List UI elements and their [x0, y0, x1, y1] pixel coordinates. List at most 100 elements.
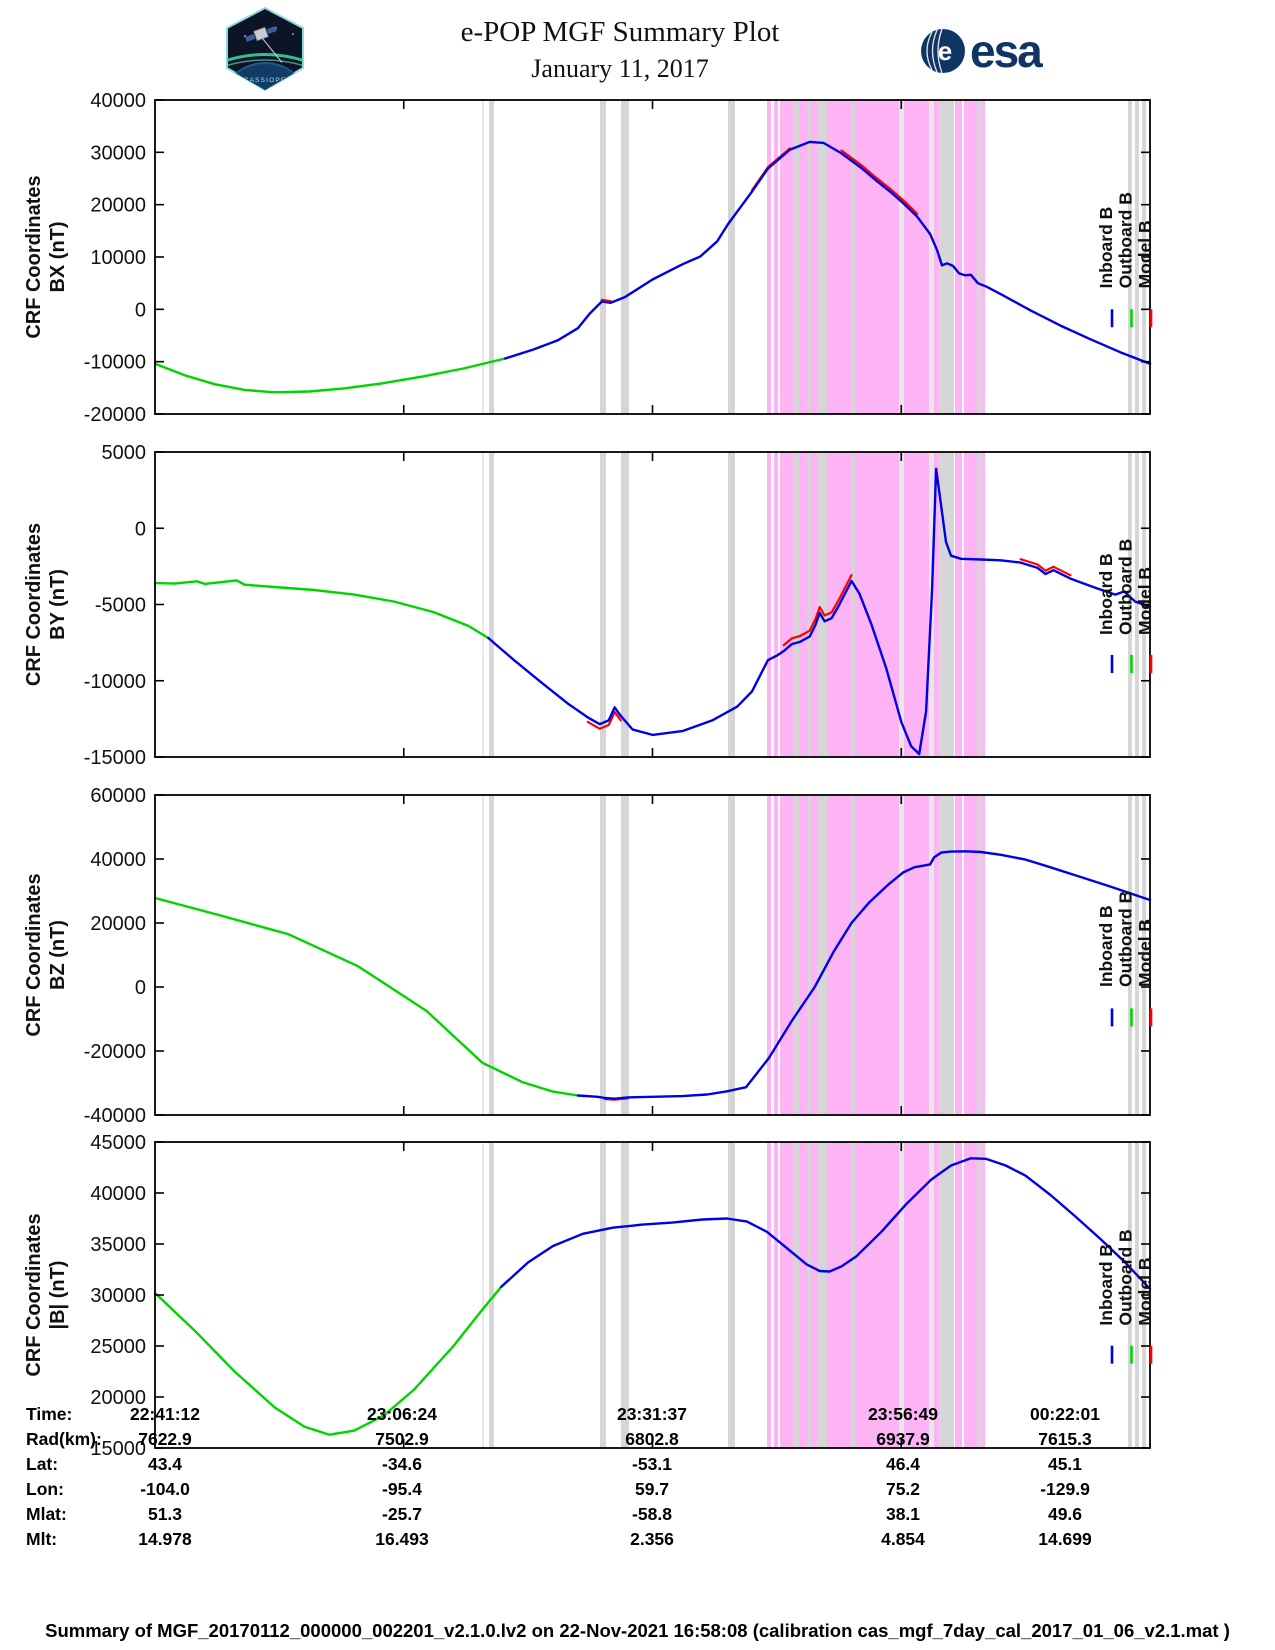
- row-label: Mlt:: [26, 1529, 58, 1549]
- data-gap-band: [620, 452, 630, 757]
- data-gap-band: [481, 452, 485, 757]
- maneuver-band: [773, 100, 779, 414]
- table-cell: 14.978: [138, 1529, 192, 1549]
- data-gap-band: [807, 452, 812, 757]
- table-row: Mlt: 14.978 16.493 2.356 4.854 14.699: [0, 1529, 1275, 1553]
- y-axis-label: BX (nT): [47, 221, 69, 292]
- table-cell: 51.3: [147, 1504, 183, 1524]
- satellite-icon: [245, 26, 283, 63]
- table-cell: -95.4: [382, 1479, 422, 1499]
- maneuver-band: [767, 795, 772, 1115]
- data-gap-band: [851, 1142, 855, 1448]
- y-tick-label: 5000: [102, 442, 147, 464]
- legend-label: Model B: [1135, 1258, 1155, 1326]
- legend-label: Model B: [1135, 567, 1155, 635]
- data-gap-band: [929, 1142, 934, 1448]
- y-tick-label: -40000: [84, 1105, 146, 1127]
- data-gap-band: [599, 100, 607, 414]
- maneuver-band: [780, 795, 939, 1115]
- table-cell: 23:06:24: [366, 1404, 438, 1424]
- data-gap-band: [807, 100, 812, 414]
- maneuver-band: [773, 452, 779, 757]
- data-gap-band: [728, 100, 735, 414]
- y-tick-label: 0: [135, 977, 146, 999]
- maneuver-band: [954, 100, 963, 414]
- data-gap-band: [898, 795, 905, 1115]
- table-row: Lon: -104.0 -95.4 59.7 75.2 -129.9: [0, 1479, 1275, 1503]
- data-gap-band: [489, 795, 494, 1115]
- row-label: Lat:: [26, 1454, 59, 1474]
- legend-label: Outboard B: [1116, 539, 1136, 635]
- data-gap-band: [1134, 1142, 1139, 1448]
- data-gap-band: [929, 100, 934, 414]
- data-gap-band: [1128, 1142, 1132, 1448]
- maneuver-band: [954, 795, 963, 1115]
- table-cell: 23:56:49: [867, 1404, 939, 1424]
- table-row: Rad(km): 7622.9 7502.9 6802.8 6937.9 761…: [0, 1429, 1275, 1453]
- data-gap-band: [1134, 100, 1139, 414]
- data-gap-band: [976, 452, 983, 757]
- maneuver-band: [964, 452, 977, 757]
- panel-BZ: 60000 40000 20000 0 -20000 -40000 CRF Coordina…: [23, 785, 1155, 1127]
- maneuver-band: [982, 100, 986, 414]
- table-cell: 22:41:12: [129, 1404, 201, 1424]
- data-gap-band: [816, 1142, 828, 1448]
- maneuver-band: [954, 452, 963, 757]
- data-gap-band: [976, 100, 983, 414]
- y-axis-label: CRF Coordinates: [23, 873, 45, 1036]
- data-gap-band: [938, 100, 954, 414]
- table-cell: 7615.3: [1038, 1429, 1092, 1449]
- table-cell: 45.1: [1047, 1454, 1083, 1474]
- legend-label: Model B: [1135, 919, 1155, 987]
- mission-patch-logo: CASSIOPE: [221, 6, 309, 92]
- table-cell: 7622.9: [138, 1429, 192, 1449]
- legend-label: Inboard B: [1096, 1244, 1116, 1326]
- y-tick-label: 60000: [90, 785, 146, 807]
- maneuver-band: [780, 452, 939, 757]
- legend-label: Inboard B: [1096, 553, 1116, 635]
- y-tick-label: 20000: [90, 195, 146, 217]
- data-gap-band: [620, 1142, 630, 1448]
- data-gap-band: [728, 1142, 735, 1448]
- table-cell: 6937.9: [876, 1429, 930, 1449]
- data-gap-band: [599, 795, 607, 1115]
- data-gap-band: [938, 452, 954, 757]
- maneuver-band: [767, 100, 772, 414]
- data-gap-band: [1134, 795, 1139, 1115]
- y-tick-label: 40000: [90, 849, 146, 871]
- y-axis-label: CRF Coordinates: [23, 523, 45, 686]
- row-label: Rad(km):: [26, 1429, 102, 1449]
- maneuver-band: [780, 1142, 939, 1448]
- table-row: Mlat: 51.3 -25.7 -58.8 38.1 49.6: [0, 1504, 1275, 1528]
- table-cell: 00:22:01: [1029, 1404, 1101, 1424]
- y-tick-label: 20000: [90, 1387, 146, 1409]
- maneuver-band: [964, 795, 977, 1115]
- row-label: Time:: [26, 1404, 73, 1424]
- legend-label: Outboard B: [1116, 1229, 1136, 1325]
- data-gap-band: [792, 795, 799, 1115]
- esa-globe-icon: e: [938, 36, 952, 66]
- table-cell: -34.6: [382, 1454, 422, 1474]
- data-gap-band: [938, 1142, 954, 1448]
- y-tick-label: 45000: [90, 1132, 146, 1154]
- data-gap-band: [481, 1142, 485, 1448]
- table-cell: 38.1: [885, 1504, 921, 1524]
- data-gap-band: [816, 795, 828, 1115]
- page-title: e-POP MGF Summary Plot: [460, 16, 780, 48]
- data-gap-band: [728, 795, 735, 1115]
- data-gap-band: [599, 1142, 607, 1448]
- esa-logo-icon: e esa: [921, 25, 1045, 77]
- data-gap-band: [489, 1142, 494, 1448]
- data-gap-band: [976, 795, 983, 1115]
- y-tick-label: -5000: [95, 595, 146, 617]
- data-gap-band: [851, 795, 855, 1115]
- table-cell: 2.356: [630, 1529, 674, 1549]
- y-tick-label: 0: [135, 299, 146, 321]
- legend-label: Inboard B: [1096, 905, 1116, 987]
- table-cell: 43.4: [147, 1454, 183, 1474]
- table-row: Time: 22:41:12 23:06:24 23:31:37 23:56:4…: [0, 1404, 1275, 1428]
- data-gap-band: [1128, 795, 1132, 1115]
- data-gap-band: [620, 795, 630, 1115]
- y-axis-label: BZ (nT): [47, 920, 69, 990]
